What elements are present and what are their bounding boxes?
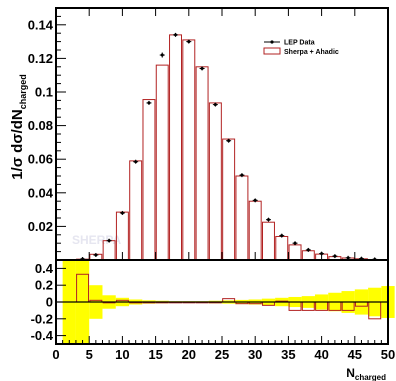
main-y-tick-label: 0.06 xyxy=(28,152,53,167)
y-axis-title-main: 1/σ dσ/dN xyxy=(9,109,26,180)
main-panel: SHERPA 0.02 0.04 0.06 0.08 0.1 0.12 0.14 1/σ d… xyxy=(9,7,389,262)
data-point xyxy=(133,159,139,164)
main-y-tick-label: 0.02 xyxy=(28,219,53,234)
data-point xyxy=(212,102,218,107)
x-tick-label: 20 xyxy=(182,347,196,362)
data-point xyxy=(226,138,232,143)
x-axis-title-sub: charged xyxy=(355,373,386,381)
watermark: SHERPA xyxy=(72,233,121,247)
ratio-y-tick-label: -0.2 xyxy=(31,311,53,326)
main-y-tick-label: 0.14 xyxy=(28,17,54,32)
data-point xyxy=(146,100,152,105)
x-tick-label: 30 xyxy=(248,347,262,362)
data-point xyxy=(239,173,245,178)
data-point xyxy=(305,247,311,252)
data-point xyxy=(106,238,112,243)
data-point xyxy=(265,217,271,222)
main-y-tick-label: 0.08 xyxy=(28,118,53,133)
data-point xyxy=(292,241,298,246)
ratio-y-axis: -0.4 -0.20 0.2 0.4 xyxy=(31,261,66,343)
legend-label-mc: Sherpa + Ahadic xyxy=(284,49,339,56)
y-axis-title: 1/σ dσ/dNcharged xyxy=(9,74,28,180)
ratio-panel: -0.4-0.200.20.4 0 5 10 15 20 25 30 35 40 45 50 Nch… xyxy=(31,259,395,381)
main-y-tick-label: 0.12 xyxy=(28,51,53,66)
main-y-axis: 0.02 0.04 0.06 0.08 0.1 0.12 0.14 xyxy=(28,8,389,260)
x-tick-label: 40 xyxy=(314,347,328,362)
x-tick-label: 35 xyxy=(281,347,295,362)
x-axis-title: Ncharged xyxy=(346,366,386,381)
main-y-tick-label: 0.04 xyxy=(28,185,54,200)
data-point xyxy=(186,39,192,44)
legend: LEP Data Sherpa + Ahadic xyxy=(263,40,339,56)
x-tick-label: 15 xyxy=(148,347,162,362)
main-y-tick-label: 0.1 xyxy=(35,85,53,100)
y-axis-title-sub: charged xyxy=(18,74,28,109)
x-tick-label: 50 xyxy=(381,347,395,362)
data-point xyxy=(119,210,125,215)
data-point xyxy=(93,252,99,257)
svg-text:1/σ dσ/dNcharged: 1/σ dσ/dNcharged xyxy=(9,74,28,180)
legend-label-data: LEP Data xyxy=(284,40,315,47)
x-tick-label: 10 xyxy=(115,347,129,362)
data-point xyxy=(332,254,338,259)
ratio-y-tick-label: 0.4 xyxy=(35,261,54,276)
x-tick-label: 0 xyxy=(52,347,59,362)
data-point xyxy=(159,52,165,58)
data-point xyxy=(279,233,285,238)
data-point xyxy=(252,198,258,203)
legend-data-marker xyxy=(270,40,274,44)
main-plot-area xyxy=(56,8,388,260)
x-tick-label: 5 xyxy=(86,347,93,362)
x-axis-title-main: N xyxy=(346,366,355,380)
data-point xyxy=(199,66,205,71)
ratio-y-tick-label: -0.4 xyxy=(31,328,54,343)
x-axis: 0 5 10 15 20 25 30 35 40 45 50 xyxy=(52,336,395,362)
ratio-y-tick-label: 0.2 xyxy=(35,278,53,293)
data-point xyxy=(173,32,179,37)
x-tick-label: 45 xyxy=(348,347,362,362)
x-tick-label: 25 xyxy=(215,347,229,362)
legend-mc-swatch xyxy=(263,47,281,55)
ratio-y-tick-label: 0 xyxy=(46,295,53,310)
data-points xyxy=(80,32,378,262)
